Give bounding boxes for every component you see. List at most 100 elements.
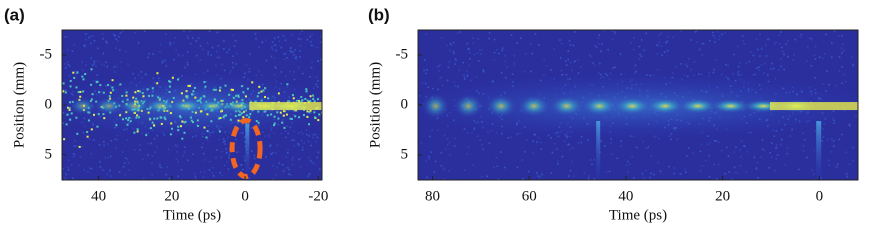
noise [752,54,755,57]
noise [713,68,716,71]
noise [510,136,512,139]
speckle [168,85,171,88]
noise [573,61,575,64]
noise [717,163,720,166]
noise [248,177,250,179]
noise [635,70,637,73]
noise [280,132,283,135]
noise [443,168,446,171]
speckle [283,126,286,129]
noise [537,136,540,139]
noise [698,48,701,51]
noise [759,33,761,36]
noise [625,164,628,166]
noise [118,35,120,38]
speckle [65,123,68,126]
speckle [125,94,128,97]
noise [235,63,237,65]
noise [233,45,236,47]
speckle [309,99,312,102]
noise [293,139,295,142]
noise [309,75,311,78]
speckle [128,116,131,119]
noise [594,44,596,47]
speckle [160,122,163,125]
speckle [313,100,316,103]
noise [463,76,466,79]
noise [523,151,526,153]
noise [301,30,304,32]
noise [221,150,223,153]
noise [310,66,313,69]
noise [718,35,721,37]
noise [532,140,534,143]
noise [571,160,573,163]
speckle [96,125,99,128]
noise [216,31,219,34]
noise [633,37,635,39]
noise [806,156,808,159]
noise [207,53,209,56]
noise [553,48,555,50]
noise [293,78,296,81]
noise [614,33,617,35]
noise [87,171,89,173]
noise [255,74,258,77]
noise [830,151,833,153]
noise [844,80,847,83]
noise [240,164,242,166]
noise [559,57,562,59]
noise [228,153,231,156]
noise [493,51,496,54]
noise [840,47,843,49]
noise [269,145,271,147]
noise [740,73,743,76]
noise [650,155,653,158]
heatmap [62,30,322,180]
noise [696,30,698,32]
noise [273,73,276,76]
noise [226,51,229,54]
speckle [171,76,174,79]
noise [504,54,506,57]
noise [102,37,104,40]
noise [85,63,87,66]
noise [852,146,854,149]
noise [800,33,803,36]
speckle [204,85,207,88]
noise [736,71,739,74]
noise [456,32,459,35]
noise [287,132,290,135]
noise [761,148,764,150]
noise [845,173,848,175]
noise [536,141,538,143]
noise [143,30,146,33]
noise [449,49,451,52]
noise [161,61,164,64]
noise [208,30,211,33]
noise [799,36,802,39]
speckle [313,116,316,119]
noise [715,140,718,142]
noise [571,69,573,72]
noise [112,33,115,36]
speckle [147,94,150,97]
noise [676,138,679,141]
noise [425,33,428,36]
noise [802,132,804,135]
noise [523,70,526,73]
noise [738,70,740,73]
noise [299,56,301,58]
noise [469,51,471,54]
noise [113,66,116,68]
noise [218,138,220,141]
speckle [190,119,193,122]
noise [642,177,645,179]
noise [160,166,162,169]
noise [537,175,539,177]
noise [699,150,701,153]
speckle [246,87,249,90]
noise [598,62,601,65]
speckle [121,118,124,121]
noise [479,139,482,141]
